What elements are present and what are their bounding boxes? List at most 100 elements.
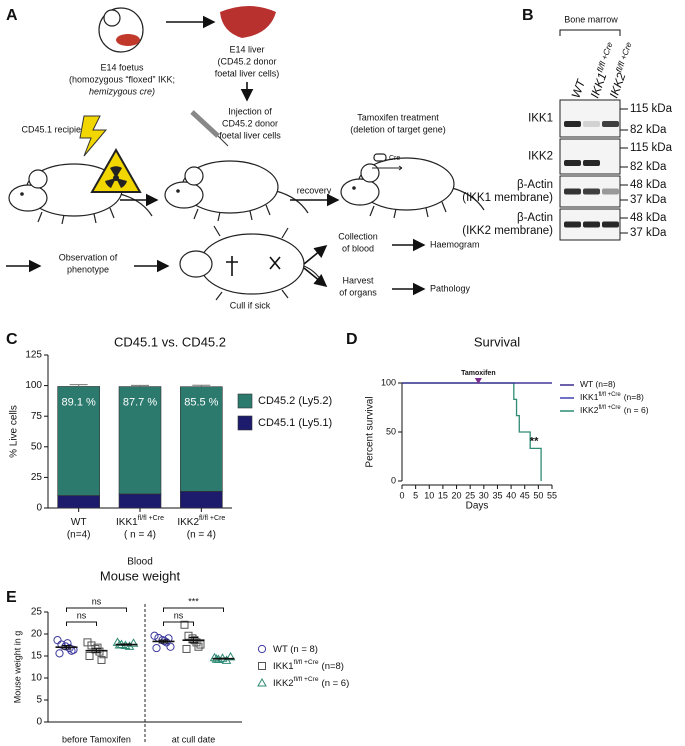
foetus-label: E14 foetus	[100, 62, 144, 72]
y-tick-label: 75	[31, 411, 43, 422]
arrow	[303, 244, 328, 265]
harvest-label: of organs	[339, 287, 377, 297]
data-point	[209, 652, 220, 662]
x-tick-label: 30	[479, 490, 489, 500]
legend-swatch	[237, 415, 253, 431]
x-tick-label: IKK1fl/fl +Cre	[116, 515, 164, 528]
tamoxifen-label: (deletion of target gene)	[350, 124, 446, 134]
x-tick-label: 50	[533, 490, 543, 500]
x-tick-label: before Tamoxifen	[62, 734, 131, 744]
marker-label: 82 kDa	[630, 124, 667, 136]
y-tick-label: 100	[25, 380, 42, 391]
x-tick-label-part: fl/fl +Cre	[199, 515, 225, 522]
x-tick-label: 0	[399, 490, 404, 500]
injection-label: CD45.2 donor	[222, 118, 278, 128]
data-point	[128, 638, 139, 647]
dead-mouse-limbs	[213, 225, 325, 301]
chart-title: Survival	[474, 334, 520, 349]
x-tick-label: at cull date	[172, 734, 216, 744]
legend-label-part: WT (n = 8)	[273, 644, 318, 655]
foetus-label: (homozygous “floxed” IKK;	[69, 74, 175, 84]
blot-membrane	[559, 99, 621, 138]
lane-label-part: WT	[569, 76, 589, 100]
significance-label: **	[530, 436, 539, 448]
blot-band	[583, 221, 600, 228]
x-tick-label: 20	[452, 490, 462, 500]
bar-value-label: 89.1 %	[62, 397, 96, 409]
panel-a: A E14 foetus (homozygous “floxed” IKK; h…	[6, 6, 485, 310]
sem-bar	[91, 648, 102, 654]
legend-label-part: (n = 6)	[322, 678, 350, 689]
liver-label: foetal liver cells)	[215, 68, 280, 78]
y-axis-label: Percent survival	[365, 396, 376, 467]
dead-mouse-head	[179, 250, 213, 278]
comparison-label: ns	[174, 610, 184, 620]
legend-label-part: WT (n=8)	[580, 379, 616, 389]
comparison-bracket	[163, 621, 194, 626]
x-axis-label: Days	[466, 501, 489, 512]
x-tick-label: 5	[413, 490, 418, 500]
legend-label: WT (n = 8)	[273, 644, 318, 655]
arrow	[303, 267, 328, 288]
y-tick-label: 10	[31, 673, 43, 684]
cre-icon	[373, 153, 387, 162]
legend-marker	[258, 662, 266, 670]
y-tick-label: 50	[386, 426, 396, 436]
bar-segment	[118, 386, 162, 495]
x-axis-label: Blood	[127, 557, 153, 568]
irradiation-icon	[79, 115, 108, 157]
x-tick-label: 10	[424, 490, 434, 500]
data-point	[180, 620, 189, 629]
harvest-label: Harvest	[342, 275, 374, 285]
data-point	[196, 640, 205, 649]
cull-label: Cull if sick	[230, 300, 271, 310]
blot-membrane	[559, 138, 621, 175]
y-tick-label: 0	[391, 475, 396, 485]
chart-title: Mouse weight	[100, 568, 181, 583]
x-tick-label: 40	[506, 490, 516, 500]
dead-mark	[226, 256, 238, 276]
comparison-label: ***	[188, 596, 199, 606]
legend-label: IKK2fl/fl +Cre (n = 6)	[273, 676, 349, 689]
row-label: IKK1	[528, 113, 553, 125]
y-tick-label: 0	[36, 503, 42, 514]
blot-band	[564, 221, 581, 228]
row-label: β-Actin	[517, 212, 553, 224]
legend-marker	[257, 677, 267, 687]
legend-label-part: fl/fl +Cre	[598, 392, 621, 398]
comparison-bracket	[163, 607, 224, 612]
pathology-label: Pathology	[430, 283, 471, 293]
legend-label-part: (n=8)	[624, 392, 644, 402]
x-tick-label: ( n = 4)	[124, 530, 156, 541]
data-point	[55, 649, 64, 658]
injected-mouse	[164, 160, 309, 222]
panel-letter: C	[6, 331, 18, 348]
recovery-label: recovery	[297, 185, 332, 195]
marker-label: 115 kDa	[630, 103, 673, 115]
bar-segment	[57, 386, 100, 496]
treated-mouse	[340, 157, 485, 219]
syringe-needle	[217, 135, 229, 147]
legend-label-part: IKK2	[273, 678, 294, 689]
marker-label: 48 kDa	[630, 212, 667, 224]
bar-segment	[57, 495, 100, 509]
error-bar	[192, 384, 211, 387]
sem-bar	[218, 657, 229, 660]
survival-line	[402, 382, 542, 481]
blot-band	[602, 188, 619, 195]
marker-label: 82 kDa	[630, 161, 667, 173]
data-point	[194, 642, 203, 651]
liver-label: (CD45.2 donor	[217, 56, 276, 66]
haemogram-label: Haemogram	[430, 239, 480, 249]
syringe	[190, 110, 220, 138]
legend-label-part: fl/fl +Cre	[294, 676, 319, 683]
foetus-head	[103, 9, 121, 27]
lane-label-part: IKK2	[607, 71, 629, 101]
data-point	[53, 636, 62, 645]
comparison-label: ns	[92, 596, 102, 606]
x-tick-label: 55	[547, 490, 557, 500]
observation-label: phenotype	[67, 264, 109, 274]
bar-value-label: 85.5 %	[184, 396, 218, 408]
observation-label: Observation of	[59, 252, 118, 262]
data-point	[182, 644, 191, 653]
